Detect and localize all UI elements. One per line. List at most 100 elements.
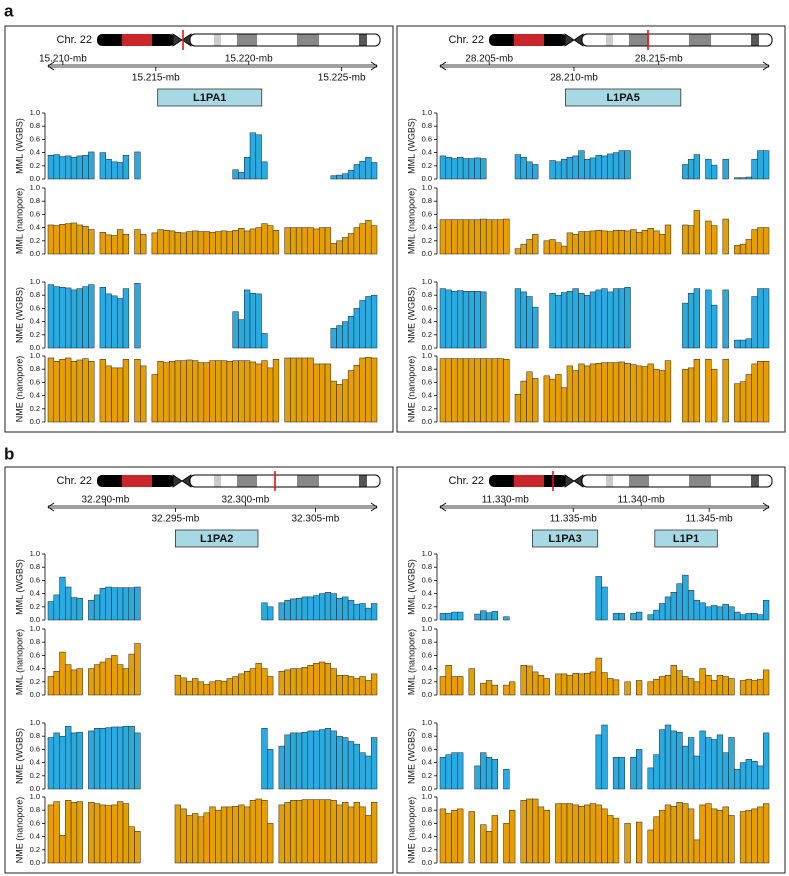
bar (290, 732, 297, 790)
bar (249, 292, 257, 349)
bar (595, 734, 602, 790)
panel-frame (396, 466, 786, 874)
bar (267, 225, 274, 255)
y-axis-label: MML (nanopore) (406, 629, 416, 695)
bar (278, 602, 285, 621)
y-tick-label: 0.6 (422, 575, 432, 584)
bar (324, 227, 332, 255)
bar (99, 804, 106, 864)
bar (319, 729, 326, 790)
bar (566, 156, 574, 180)
bar (111, 804, 118, 864)
bar (65, 287, 72, 349)
bar (249, 361, 257, 423)
y-tick-label: 0.0 (422, 174, 432, 183)
bar (255, 663, 262, 696)
bar (261, 360, 268, 423)
bar (76, 597, 83, 621)
bar (307, 665, 314, 696)
bar (70, 222, 78, 255)
bar (47, 676, 55, 696)
bar (284, 734, 291, 790)
y-tick-label: 0.0 (422, 249, 432, 258)
axis-arrow (47, 502, 55, 512)
bar (180, 677, 187, 696)
y-tick-label: 0.4 (422, 391, 432, 400)
y-tick-label: 0.0 (422, 784, 432, 793)
bar (365, 296, 372, 349)
bar (365, 607, 372, 621)
bar (88, 599, 95, 621)
bar (336, 240, 343, 255)
bar (480, 752, 487, 790)
bar (526, 296, 533, 349)
bar (105, 234, 112, 255)
bar (607, 362, 614, 423)
bar (653, 368, 660, 423)
x-tick-label: 15.225-mb (318, 73, 366, 84)
bar (88, 151, 95, 180)
bar (238, 673, 245, 696)
bar (682, 676, 689, 696)
bar (342, 173, 349, 180)
bar (93, 803, 101, 864)
bar (595, 363, 602, 423)
y-tick-label: 0.2 (30, 845, 40, 854)
bar (122, 288, 130, 349)
y-tick-label: 0.4 (30, 664, 40, 673)
bar (635, 365, 643, 423)
bar (572, 370, 579, 423)
y-tick-label: 0.2 (422, 845, 432, 854)
bar (111, 655, 118, 696)
x-tick-label: 32.290-mb (81, 495, 129, 506)
ideogram-band (606, 34, 613, 46)
bar (549, 160, 556, 180)
y-tick-label: 0.2 (30, 771, 40, 780)
bar (203, 231, 210, 255)
bar (105, 158, 112, 180)
bar (491, 759, 498, 790)
bar (359, 160, 366, 180)
bar (267, 606, 274, 621)
bar (59, 359, 66, 423)
bar (134, 831, 141, 864)
bar (687, 225, 695, 255)
y-tick-label: 0.8 (422, 637, 432, 646)
bar (653, 678, 660, 696)
bar (757, 614, 764, 621)
panel-frame (4, 25, 394, 433)
bar (278, 670, 285, 696)
bar (336, 384, 343, 423)
bar (595, 229, 602, 255)
bar (607, 678, 614, 696)
y-tick-label: 0.4 (422, 148, 432, 157)
bar (370, 603, 378, 621)
bar (330, 175, 337, 180)
bar (319, 799, 326, 864)
bar (624, 230, 631, 255)
bar (705, 158, 712, 180)
bar (653, 754, 660, 790)
bar (215, 360, 222, 423)
y-tick-label: 0.4 (30, 223, 40, 232)
y-tick-label: 0.4 (30, 391, 40, 400)
axis-arrow (370, 61, 378, 71)
bar (117, 298, 124, 349)
bar (226, 231, 233, 255)
bar (757, 678, 764, 696)
y-tick-label: 0.0 (30, 690, 40, 699)
bar (693, 288, 700, 349)
y-tick-label: 1.0 (422, 183, 432, 192)
bar (462, 158, 470, 180)
bar (659, 233, 666, 255)
bar (180, 808, 187, 864)
bar (238, 360, 245, 423)
y-tick-label: 0.6 (30, 377, 40, 386)
bar (451, 219, 458, 255)
bar (117, 801, 124, 864)
bar (290, 800, 297, 864)
bar (445, 358, 452, 423)
bar (301, 799, 308, 864)
bar (445, 813, 452, 864)
ideogram-band (297, 34, 319, 46)
